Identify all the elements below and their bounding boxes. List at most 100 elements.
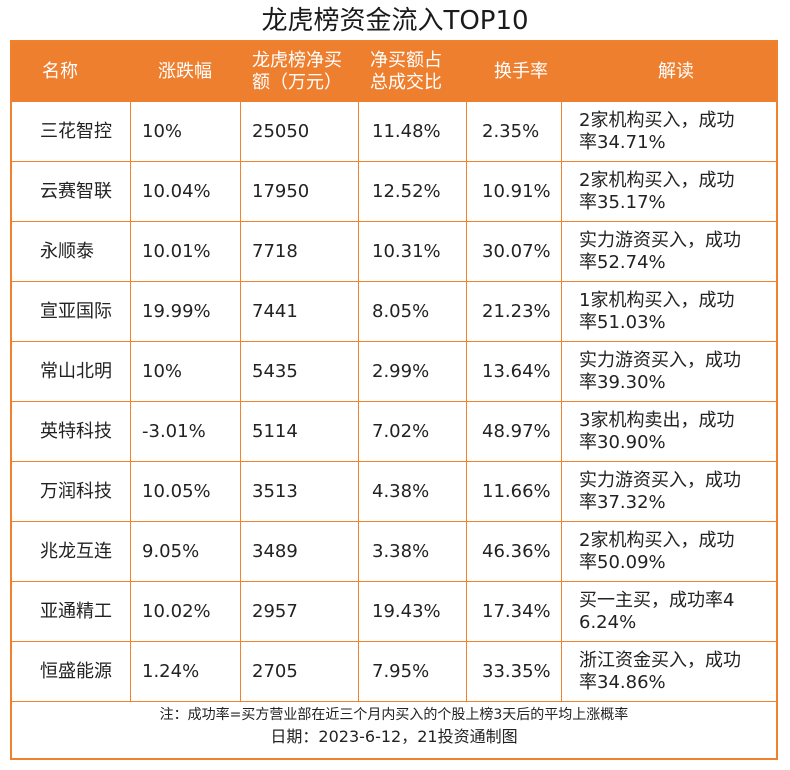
cell-name: 永顺泰: [40, 240, 94, 262]
interpretation-line2: 率50.09%: [579, 551, 666, 573]
cell-turnover: 21.23%: [482, 300, 551, 322]
interpretation-line1: 2家机构买入，成功: [579, 529, 735, 551]
cell-change: 10.04%: [142, 180, 211, 202]
table-row: 万润科技 10.05% 3513 4.38% 11.66% 实力游资买入，成功 率37.32…: [12, 462, 776, 522]
row-divider: [12, 281, 776, 282]
cell-ratio: 19.43%: [372, 600, 441, 622]
interpretation-line1: 实力游资买入，成功: [579, 349, 741, 371]
cell-ratio: 11.48%: [372, 120, 441, 142]
cell-ratio: 12.52%: [372, 180, 441, 202]
table-row: 兆龙互连 9.05% 3489 3.38% 46.36% 2家机构买入，成功 率50.09%: [12, 522, 776, 582]
page-title: 龙虎榜资金流入TOP10: [261, 6, 529, 36]
cell-net-buy: 3513: [252, 480, 298, 502]
header-ratio: 净买额占 总成交比: [358, 42, 466, 102]
column-divider: [130, 102, 131, 702]
cell-interpretation: 1家机构买入，成功 率51.03%: [561, 282, 776, 341]
cell-interpretation: 买一主买，成功率4 6.24%: [561, 582, 776, 641]
cell-name: 亚通精工: [40, 600, 112, 622]
cell-ratio: 7.02%: [372, 420, 430, 442]
cell-name: 万润科技: [40, 480, 112, 502]
header-change: 涨跌幅: [130, 42, 240, 102]
cell-interpretation: 3家机构卖出，成功 率30.90%: [561, 402, 776, 461]
row-divider: [12, 401, 776, 402]
cell-name: 兆龙互连: [40, 540, 112, 562]
cell-turnover: 13.64%: [482, 360, 551, 382]
row-divider: [12, 521, 776, 522]
cell-net-buy: 2705: [252, 660, 298, 682]
interpretation-line2: 率30.90%: [579, 431, 666, 453]
header-change-label: 涨跌幅: [158, 61, 212, 82]
cell-name: 云赛智联: [40, 180, 112, 202]
credit-line: 日期：2023-6-12，21投资通制图: [270, 727, 518, 746]
interpretation-line2: 6.24%: [579, 611, 637, 633]
header-net-buy-line2: 额（万元）: [252, 72, 342, 93]
cell-name: 三花智控: [40, 120, 112, 142]
cell-change: 10.05%: [142, 480, 211, 502]
cell-name: 宣亚国际: [40, 300, 112, 322]
cell-net-buy: 2957: [252, 600, 298, 622]
cell-name: 常山北明: [40, 360, 112, 382]
interpretation-line2: 率39.30%: [579, 371, 666, 393]
header-interpretation-label: 解读: [658, 61, 694, 82]
cell-interpretation: 实力游资买入，成功 率52.74%: [561, 222, 776, 281]
interpretation-line1: 3家机构卖出，成功: [579, 409, 735, 431]
cell-change: 1.24%: [142, 660, 200, 682]
cell-net-buy: 7441: [252, 300, 298, 322]
cell-turnover: 10.91%: [482, 180, 551, 202]
cell-change: 10.01%: [142, 240, 211, 262]
cell-net-buy: 7718: [252, 240, 298, 262]
cell-turnover: 46.36%: [482, 540, 551, 562]
cell-change: -3.01%: [142, 420, 206, 442]
table-row: 英特科技 -3.01% 5114 7.02% 48.97% 3家机构卖出，成功 率30.90…: [12, 402, 776, 462]
interpretation-line1: 买一主买，成功率4: [579, 589, 735, 611]
cell-ratio: 3.38%: [372, 540, 430, 562]
interpretation-line1: 2家机构买入，成功: [579, 169, 735, 191]
interpretation-line2: 率34.71%: [579, 131, 666, 153]
cell-interpretation: 实力游资买入，成功 率39.30%: [561, 342, 776, 401]
cell-turnover: 11.66%: [482, 480, 551, 502]
header-name: 名称: [12, 42, 130, 102]
cell-change: 10.02%: [142, 600, 211, 622]
row-divider: [12, 641, 776, 642]
interpretation-line1: 实力游资买入，成功: [579, 229, 741, 251]
interpretation-line2: 率37.32%: [579, 491, 666, 513]
cell-ratio: 10.31%: [372, 240, 441, 262]
table-footer: 注：成功率=买方营业部在近三个月内买入的个股上榜3天后的平均上涨概率 日期：20…: [12, 704, 776, 748]
interpretation-line1: 浙江资金买入，成功: [579, 649, 741, 671]
header-turnover: 换手率: [466, 42, 576, 102]
table-row: 亚通精工 10.02% 2957 19.43% 17.34% 买一主买，成功率4 6.24%: [12, 582, 776, 642]
cell-ratio: 8.05%: [372, 300, 430, 322]
cell-name: 恒盛能源: [40, 660, 112, 682]
interpretation-line1: 实力游资买入，成功: [579, 469, 741, 491]
header-turnover-label: 换手率: [494, 61, 548, 82]
cell-interpretation: 2家机构买入，成功 率34.71%: [561, 102, 776, 161]
interpretation-line2: 率51.03%: [579, 311, 666, 333]
footnote: 注：成功率=买方营业部在近三个月内买入的个股上榜3天后的平均上涨概率: [159, 707, 629, 723]
table-row: 云赛智联 10.04% 17950 12.52% 10.91% 2家机构买入，成功 率35.…: [12, 162, 776, 222]
interpretation-line2: 率52.74%: [579, 251, 666, 273]
cell-turnover: 17.34%: [482, 600, 551, 622]
cell-net-buy: 17950: [252, 180, 310, 202]
table-row: 三花智控 10% 25050 11.48% 2.35% 2家机构买入，成功 率34.71%: [12, 102, 776, 162]
cell-interpretation: 实力游资买入，成功 率37.32%: [561, 462, 776, 521]
row-divider: [12, 461, 776, 462]
cell-ratio: 7.95%: [372, 660, 430, 682]
header-interpretation: 解读: [576, 42, 776, 102]
column-divider: [466, 102, 467, 702]
header-ratio-line2: 总成交比: [370, 72, 442, 93]
cell-ratio: 2.99%: [372, 360, 430, 382]
cell-interpretation: 2家机构买入，成功 率50.09%: [561, 522, 776, 581]
row-divider: [12, 221, 776, 222]
cell-change: 10%: [142, 120, 183, 142]
header-ratio-line1: 净买额占: [370, 50, 442, 71]
interpretation-line2: 率35.17%: [579, 191, 666, 213]
table-row: 宣亚国际 19.99% 7441 8.05% 21.23% 1家机构买入，成功 率51.03…: [12, 282, 776, 342]
column-divider: [240, 102, 241, 702]
cell-net-buy: 25050: [252, 120, 310, 142]
cell-change: 19.99%: [142, 300, 211, 322]
cell-net-buy: 5435: [252, 360, 298, 382]
cell-net-buy: 3489: [252, 540, 298, 562]
cell-name: 英特科技: [40, 420, 112, 442]
header-net-buy-line1: 龙虎榜净买: [252, 50, 342, 71]
cell-turnover: 30.07%: [482, 240, 551, 262]
